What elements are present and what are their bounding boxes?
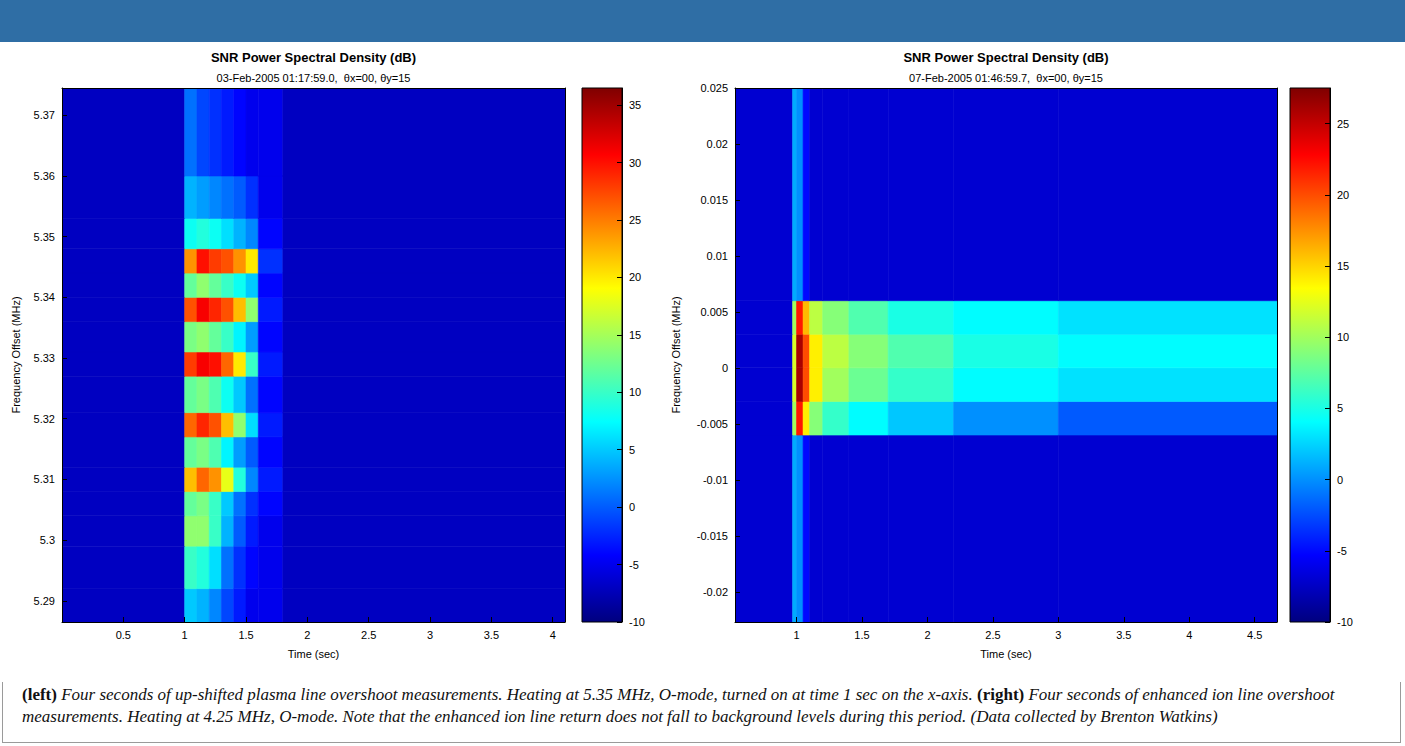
svg-text:10: 10 (629, 386, 641, 398)
svg-text:10: 10 (1337, 331, 1349, 343)
svg-text:-10: -10 (629, 616, 645, 628)
svg-text:-10: -10 (1337, 616, 1353, 628)
svg-text:SNR Power Spectral Density (dB: SNR Power Spectral Density (dB) (903, 50, 1108, 65)
svg-text:3.5: 3.5 (1116, 629, 1131, 641)
svg-text:SNR Power Spectral Density (dB: SNR Power Spectral Density (dB) (211, 50, 416, 65)
svg-text:35: 35 (629, 99, 641, 111)
svg-text:0: 0 (1337, 474, 1343, 486)
svg-text:5.29: 5.29 (34, 595, 55, 607)
svg-text:4.5: 4.5 (1247, 629, 1262, 641)
svg-text:5.37: 5.37 (34, 109, 55, 121)
svg-text:1.5: 1.5 (854, 629, 869, 641)
svg-text:1: 1 (182, 629, 188, 641)
svg-text:Time (sec): Time (sec) (288, 648, 340, 660)
svg-text:2.5: 2.5 (985, 629, 1000, 641)
svg-text:5.31: 5.31 (34, 473, 55, 485)
svg-text:-5: -5 (629, 559, 639, 571)
svg-text:-0.015: -0.015 (697, 530, 728, 542)
svg-text:Frequency Offset (MHz): Frequency Offset (MHz) (670, 296, 682, 413)
svg-text:30: 30 (629, 157, 641, 169)
svg-text:20: 20 (1337, 189, 1349, 201)
svg-text:03-Feb-2005 01:17:59.0, θx=00: 03-Feb-2005 01:17:59.0, θx=00, θy=15 (217, 72, 411, 84)
svg-text:-0.01: -0.01 (703, 474, 728, 486)
svg-text:5.32: 5.32 (34, 413, 55, 425)
svg-text:15: 15 (1337, 260, 1349, 272)
svg-text:0.5: 0.5 (116, 629, 131, 641)
svg-text:5: 5 (629, 444, 635, 456)
html-text:(left) Four seconds of up-shif: (left) Four seconds of up-shifted plasma… (22, 685, 1335, 726)
svg-text:5.3: 5.3 (40, 534, 55, 546)
svg-text:0: 0 (629, 501, 635, 513)
svg-text:1: 1 (793, 629, 799, 641)
svg-text:2.5: 2.5 (361, 629, 376, 641)
svg-text:0.015: 0.015 (700, 194, 728, 206)
svg-text:3.5: 3.5 (484, 629, 499, 641)
svg-text:0: 0 (722, 362, 728, 374)
svg-text:3: 3 (427, 629, 433, 641)
svg-text:3: 3 (1055, 629, 1061, 641)
svg-text:07-Feb-2005 01:46:59.7, θx=00: 07-Feb-2005 01:46:59.7, θx=00, θy=15 (909, 72, 1103, 84)
svg-text:1.5: 1.5 (238, 629, 253, 641)
svg-text:15: 15 (629, 329, 641, 341)
svg-text:25: 25 (1337, 118, 1349, 130)
svg-text:4: 4 (550, 629, 556, 641)
svg-text:Frequency Offset (MHz): Frequency Offset (MHz) (10, 296, 22, 413)
svg-text:-0.02: -0.02 (703, 586, 728, 598)
svg-text:2: 2 (304, 629, 310, 641)
svg-text:0.005: 0.005 (700, 306, 728, 318)
svg-text:-5: -5 (1337, 545, 1347, 557)
svg-text:0.01: 0.01 (707, 250, 728, 262)
svg-text:5.35: 5.35 (34, 231, 55, 243)
svg-text:Time (sec): Time (sec) (980, 648, 1032, 660)
svg-text:4: 4 (1186, 629, 1192, 641)
svg-text:0.025: 0.025 (700, 82, 728, 94)
svg-text:2: 2 (924, 629, 930, 641)
svg-text:5: 5 (1337, 402, 1343, 414)
svg-text:20: 20 (629, 271, 641, 283)
svg-text:0.02: 0.02 (707, 138, 728, 150)
svg-text:5.34: 5.34 (34, 291, 55, 303)
svg-text:5.33: 5.33 (34, 352, 55, 364)
svg-text:-0.005: -0.005 (697, 418, 728, 430)
svg-text:5.36: 5.36 (34, 170, 55, 182)
svg-text:25: 25 (629, 214, 641, 226)
